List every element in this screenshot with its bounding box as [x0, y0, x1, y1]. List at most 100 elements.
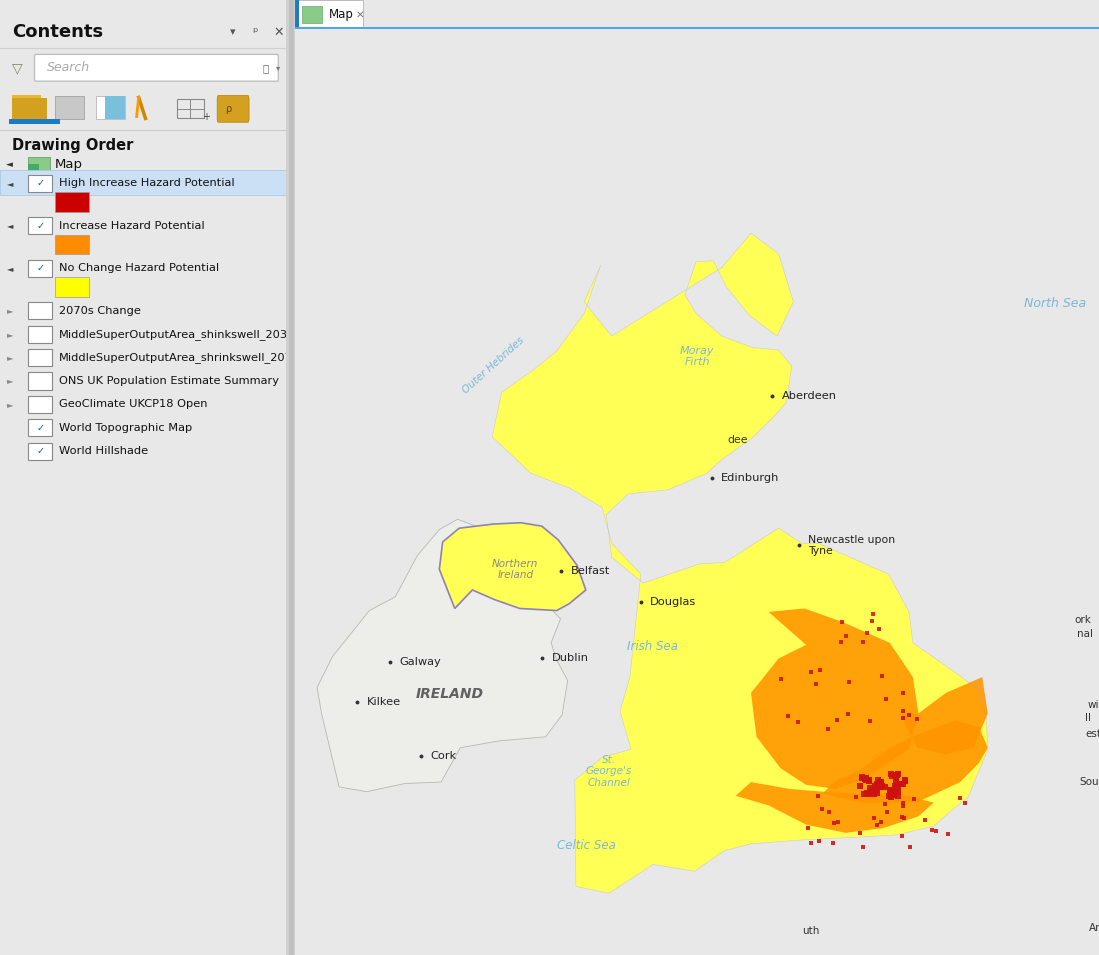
Point [874, 668, 891, 684]
Bar [12, 98, 47, 119]
Text: ►: ► [8, 376, 14, 386]
Point [858, 786, 876, 801]
Point [940, 826, 957, 841]
Bar [29, 349, 53, 366]
Point [880, 782, 898, 797]
Text: Contents: Contents [12, 24, 103, 41]
Point [873, 779, 890, 795]
Text: GeoClimate UKCP18 Open: GeoClimate UKCP18 Open [59, 399, 208, 410]
Point [861, 773, 878, 788]
Point [865, 787, 882, 802]
Text: ►: ► [8, 353, 14, 362]
Point [861, 713, 878, 729]
Text: Search: Search [47, 61, 90, 74]
Point [923, 823, 941, 838]
Point [891, 775, 909, 791]
Point [892, 810, 910, 825]
Point [864, 606, 881, 622]
Text: High Increase Hazard Potential: High Increase Hazard Potential [59, 179, 235, 188]
Point [811, 662, 829, 677]
Polygon shape [735, 782, 934, 833]
Bar [9, 119, 60, 124]
Text: 2070s Change: 2070s Change [59, 306, 141, 316]
Point [830, 814, 847, 829]
Point [889, 784, 907, 799]
Point [880, 788, 898, 803]
Polygon shape [822, 720, 988, 802]
Point [884, 788, 901, 803]
Bar [29, 395, 53, 413]
Text: Amir: Amir [1089, 923, 1099, 932]
Point [862, 780, 879, 796]
Point [893, 796, 911, 811]
Point [799, 820, 817, 836]
Text: Northern
Ireland: Northern Ireland [492, 559, 539, 581]
Point [884, 768, 901, 783]
Point [851, 825, 868, 840]
Polygon shape [492, 233, 988, 893]
Point [895, 811, 912, 826]
Bar [286, 0, 295, 955]
Text: ◄: ◄ [8, 222, 14, 230]
Text: Increase Hazard Potential: Increase Hazard Potential [59, 221, 204, 231]
Point [855, 787, 873, 802]
Text: ▾: ▾ [276, 63, 280, 73]
Point [771, 671, 789, 687]
Bar [29, 217, 53, 234]
Text: World Hillshade: World Hillshade [59, 446, 148, 456]
Point [882, 766, 900, 781]
Point [810, 789, 828, 804]
Point [901, 839, 919, 855]
Point [889, 767, 907, 782]
Point [779, 708, 797, 723]
Point [868, 817, 886, 832]
Point [872, 778, 889, 794]
Point [873, 780, 890, 796]
Point [872, 775, 889, 790]
Point [854, 838, 872, 854]
Point [928, 823, 945, 838]
Point [893, 686, 911, 701]
Bar [55, 192, 89, 211]
Text: World Topographic Map: World Topographic Map [59, 423, 192, 433]
Polygon shape [751, 608, 919, 789]
Text: ✓: ✓ [36, 446, 44, 456]
Point [890, 781, 908, 796]
Text: ►: ► [8, 307, 14, 315]
Text: Celtic Sea: Celtic Sea [557, 838, 617, 852]
Point [824, 835, 842, 850]
Bar [29, 260, 53, 277]
Bar [29, 419, 53, 436]
Text: Southend-on-Sea: Southend-on-Sea [1079, 777, 1099, 787]
Point [863, 613, 880, 628]
Point [851, 778, 868, 794]
Polygon shape [900, 677, 988, 754]
Point [882, 782, 900, 797]
Point [866, 778, 884, 794]
Text: +: + [202, 113, 210, 122]
Point [893, 828, 911, 843]
Point [882, 789, 900, 804]
Point [857, 773, 875, 788]
Point [837, 628, 855, 644]
Bar [29, 157, 51, 172]
Point [886, 778, 903, 794]
Point [829, 712, 846, 728]
Point [917, 813, 934, 828]
Point [895, 798, 912, 814]
Bar [0, 170, 295, 195]
Point [878, 804, 896, 819]
Text: uth: uth [801, 926, 819, 936]
Bar [295, 27, 1099, 29]
Point [877, 691, 895, 707]
Point [867, 782, 885, 797]
Point [870, 622, 888, 637]
Point [857, 772, 875, 787]
Point [868, 776, 886, 792]
Point [956, 796, 974, 811]
Point [951, 791, 968, 806]
Point [868, 786, 886, 801]
Point [859, 786, 877, 801]
Point [877, 796, 895, 812]
Point [872, 779, 889, 795]
